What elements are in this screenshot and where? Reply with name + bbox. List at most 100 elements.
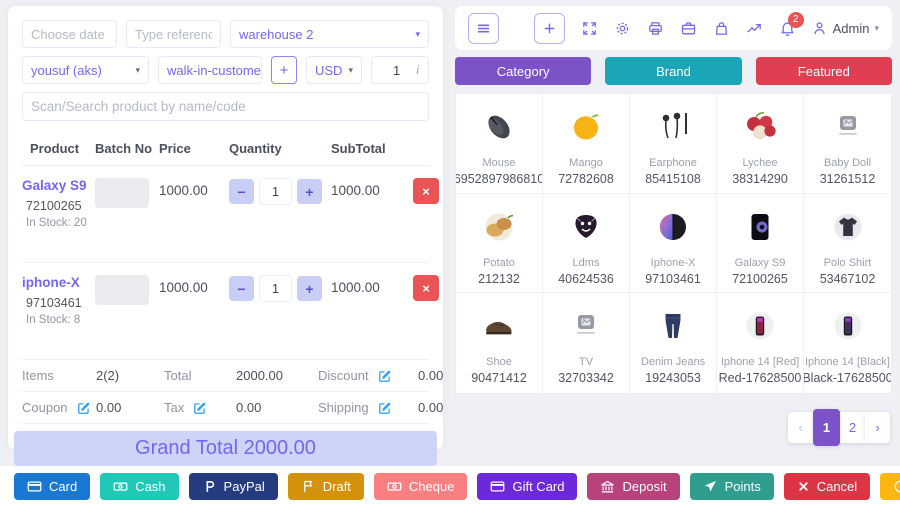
product-card-baby-doll[interactable]: Baby Doll 31261512 — [804, 94, 891, 194]
product-code: 53467102 — [819, 271, 876, 286]
prev-page-button[interactable]: ‹ — [788, 412, 813, 443]
remove-item-button[interactable]: × — [413, 275, 439, 301]
product-name: Potato — [483, 256, 515, 269]
payment-bar: Card Cash PayPal Draft Cheque Gift Card … — [0, 466, 900, 506]
exchange-rate-field[interactable]: 1 i — [371, 56, 429, 84]
total-label: Total — [164, 368, 192, 383]
qty-increase-button[interactable]: + — [297, 276, 322, 301]
pay-draft-button[interactable]: Draft — [287, 473, 364, 500]
pay-points-button[interactable]: Points — [689, 473, 774, 500]
page-2-button[interactable]: 2 — [840, 412, 865, 443]
product-code: Red-17628500 — [718, 371, 802, 386]
product-card-iphone-x[interactable]: Iphone-X 97103461 — [630, 193, 717, 294]
reference-input[interactable] — [126, 20, 221, 48]
tax-value: 0.00 — [236, 400, 262, 415]
settings-icon[interactable] — [614, 20, 631, 37]
shipping-label: Shipping — [318, 400, 369, 415]
user-menu[interactable]: Admin ▾ — [811, 20, 879, 37]
brand-filter-button[interactable]: Brand — [605, 57, 742, 85]
fullscreen-icon[interactable] — [581, 20, 598, 37]
product-code: 38314290 — [732, 172, 788, 186]
plus-icon — [544, 23, 555, 33]
cart-product-link[interactable]: Galaxy S9 — [22, 178, 87, 193]
cart-row: iphone-X 97103461 In Stock: 8 1000.00 − … — [22, 263, 439, 360]
product-card-shoe[interactable]: Shoe 90471412 — [456, 293, 543, 393]
chevron-down-icon: ▾ — [135, 64, 140, 75]
customer-select-value: walk-in-customer — [167, 62, 262, 78]
pay-deposit-button[interactable]: Deposit — [587, 473, 680, 500]
briefcase-icon[interactable] — [680, 20, 697, 37]
edit-coupon-icon[interactable] — [77, 401, 91, 415]
pay-gift-card-button[interactable]: Gift Card — [477, 473, 578, 500]
product-card-earphone[interactable]: Earphone 85415108 — [630, 94, 717, 194]
featured-filter-button[interactable]: Featured — [755, 57, 892, 85]
product-name: Earphone — [649, 157, 697, 169]
qty-input[interactable] — [259, 275, 292, 302]
qty-input[interactable] — [259, 178, 292, 205]
add-customer-button[interactable]: + — [271, 56, 297, 84]
ldms-logo-image — [575, 214, 597, 238]
pay-paypal-button[interactable]: PayPal — [188, 473, 278, 500]
pay-cheque-button[interactable]: Cheque — [373, 473, 468, 500]
product-search-input[interactable] — [22, 92, 429, 121]
col-batch: Batch No — [95, 141, 153, 156]
product-card-mouse[interactable]: Mouse 6952897986810 — [456, 94, 543, 194]
potato-image — [485, 213, 514, 241]
currency-select[interactable]: USD ▾ — [306, 56, 362, 84]
product-card-galaxy-s9[interactable]: Galaxy S9 72100265 — [717, 193, 804, 294]
add-sale-button[interactable] — [533, 12, 565, 44]
printer-icon[interactable] — [647, 20, 664, 37]
chevron-down-icon: ▾ — [348, 64, 353, 75]
shopping-bag-icon[interactable] — [713, 20, 730, 37]
earphone-image — [662, 112, 687, 139]
page-1-button[interactable]: 1 — [813, 409, 840, 446]
product-card-polo-shirt[interactable]: Polo Shirt 53467102 — [804, 194, 891, 294]
product-name: TV — [578, 356, 594, 369]
product-card-potato[interactable]: Potato 212132 — [456, 193, 543, 294]
pay-cash-button[interactable]: Cash — [100, 473, 179, 500]
product-name: Iphone 14 [Black] — [804, 356, 890, 369]
warehouse-select[interactable]: warehouse 2 ▾ — [230, 20, 429, 48]
qty-decrease-button[interactable]: − — [229, 276, 254, 301]
edit-tax-icon[interactable] — [193, 401, 207, 415]
items-label: Items — [22, 368, 54, 383]
notifications-button[interactable]: 2 — [779, 11, 804, 37]
biller-select[interactable]: yousuf (aks) ▾ — [22, 56, 149, 84]
product-name: Iphone-X — [650, 256, 696, 269]
product-code: Black-17628500 — [804, 371, 891, 386]
edit-shipping-icon[interactable] — [378, 401, 392, 415]
product-card-denim-jeans[interactable]: Denim Jeans 19243053 — [630, 293, 717, 393]
date-input[interactable] — [22, 20, 117, 48]
rocket-icon — [704, 480, 716, 492]
iphone-x-image — [660, 213, 686, 240]
product-card-tv[interactable]: TV 32703342 — [543, 293, 630, 393]
batch-no-input[interactable] — [95, 275, 149, 305]
customer-select[interactable]: walk-in-customer ▾ — [158, 56, 262, 84]
category-filter-button[interactable]: Category — [455, 57, 592, 85]
qty-decrease-button[interactable]: − — [229, 179, 254, 204]
pos-cart-panel: warehouse 2 ▾ yousuf (aks) ▾ walk-in-cus… — [8, 6, 443, 466]
remove-item-button[interactable]: × — [413, 178, 439, 204]
qty-increase-button[interactable]: + — [297, 179, 322, 204]
edit-discount-icon[interactable] — [378, 369, 392, 383]
summary-row-2: Coupon 0.00 Tax 0.00 Shipping 0.00 — [22, 392, 443, 424]
cart-row: Galaxy S9 72100265 In Stock: 20 1000.00 … — [22, 166, 439, 263]
product-card-iphone-14-red[interactable]: Iphone 14 [Red] Red-17628500 — [717, 293, 804, 393]
product-grid: Mouse 6952897986810 Mango 72782608 Earph… — [455, 93, 892, 394]
cancel-button[interactable]: Cancel — [783, 473, 871, 500]
product-card-iphone-14-black[interactable]: Iphone 14 [Black] Black-17628500 — [804, 293, 891, 393]
grand-total-bar: Grand Total 2000.00 — [14, 431, 437, 466]
col-price: Price — [159, 141, 191, 156]
next-page-button[interactable]: › — [865, 412, 890, 443]
menu-button[interactable] — [468, 12, 499, 44]
product-card-lychee[interactable]: Lychee 38314290 — [717, 94, 804, 194]
batch-no-input[interactable] — [95, 178, 149, 208]
cart-product-link[interactable]: iphone-X — [22, 275, 80, 290]
recent-transaction-button[interactable]: Recent Transaction — [880, 473, 900, 500]
product-card-ldms[interactable]: Ldms 40624536 — [543, 193, 630, 294]
trending-icon[interactable] — [746, 20, 763, 37]
product-card-mango[interactable]: Mango 72782608 — [543, 94, 630, 194]
product-code: 6952897986810 — [456, 172, 543, 186]
product-code: 72100265 — [732, 271, 788, 286]
pay-card-button[interactable]: Card — [14, 473, 91, 500]
